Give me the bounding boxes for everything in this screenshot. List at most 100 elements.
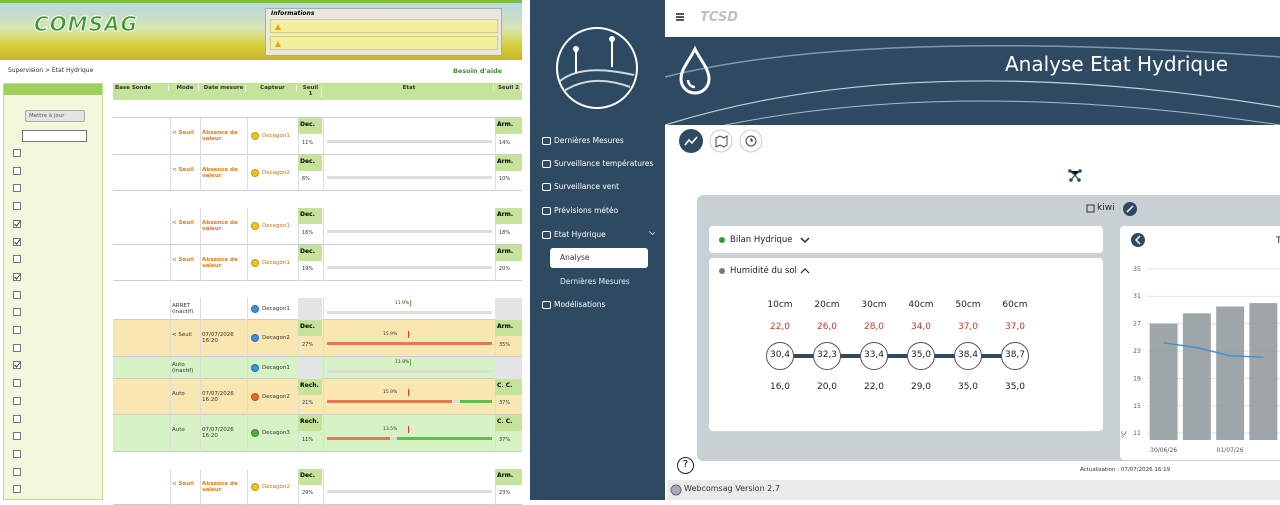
cell-border: [170, 118, 171, 155]
nav-icon: [542, 160, 551, 168]
checkbox[interactable]: [13, 379, 21, 387]
station-icons[interactable]: [1085, 201, 1145, 217]
seuil-value: 18%: [499, 230, 510, 236]
gauge-track: [327, 176, 492, 179]
date: 07/07/2026 16:20: [202, 332, 246, 344]
seuil-value: 21%: [302, 400, 313, 406]
nav-item[interactable]: Surveillance températures: [554, 159, 653, 168]
sensor: Decagon1: [262, 365, 290, 371]
check: [13, 273, 21, 281]
gauge-label: 15.9%: [383, 332, 397, 337]
bar: [1150, 324, 1178, 440]
gauge-track: [327, 140, 492, 143]
y-tick-label: 15: [1133, 403, 1141, 410]
checkbox[interactable]: [13, 450, 21, 458]
current-value: 38,4: [954, 342, 982, 370]
help-link[interactable]: Besoin d'aide: [453, 67, 502, 75]
lower-value: 22,0: [854, 382, 894, 392]
seuil-value: 27%: [302, 342, 313, 348]
checkbox[interactable]: [13, 220, 21, 228]
checkbox[interactable]: [13, 238, 21, 246]
checkbox[interactable]: [13, 291, 21, 299]
checkbox[interactable]: [13, 415, 21, 423]
seuil-head: Arm.: [495, 469, 522, 485]
checkbox[interactable]: [13, 167, 21, 175]
humidity-title[interactable]: Humidité du sol: [730, 266, 797, 276]
checkbox[interactable]: [13, 344, 21, 352]
cell-border: [247, 320, 248, 357]
bilan-title[interactable]: Bilan Hydrique: [730, 235, 793, 245]
cell-border: [200, 208, 201, 245]
lower-value: 35,0: [995, 382, 1035, 392]
depth-label: 40cm: [901, 300, 941, 310]
menu-icon[interactable]: [675, 12, 685, 22]
cell-border: [170, 298, 171, 320]
current-value: 32,3: [813, 342, 841, 370]
view-buttons[interactable]: [678, 128, 768, 154]
subnav-item[interactable]: Analyse: [560, 253, 590, 262]
mode: < Seuil: [172, 220, 199, 226]
nav-item[interactable]: Dernières Mesures: [554, 136, 624, 145]
table-header: Date mesure: [202, 85, 246, 91]
filter-input[interactable]: [22, 130, 87, 142]
seuil-head: C. C.: [495, 415, 522, 431]
subnav-item[interactable]: Dernières Mesures: [560, 277, 630, 286]
banner-title: Analyse Etat Hydrique: [1005, 52, 1228, 76]
date: Absence de valeur: [202, 481, 246, 493]
nav-item[interactable]: Surveillance vent: [554, 182, 619, 191]
nav-item[interactable]: Prévisions météo: [554, 206, 618, 215]
brand: TCSD: [700, 10, 738, 25]
nav-icon: [542, 137, 551, 145]
cell-border: [323, 118, 324, 155]
cell-border: [200, 320, 201, 357]
seuil-head: Dec.: [298, 118, 322, 134]
checkbox[interactable]: [13, 397, 21, 405]
check: [13, 238, 21, 246]
date: Absence de valeur: [202, 220, 246, 232]
chart-title: T: [1275, 236, 1280, 246]
checkbox[interactable]: [13, 308, 21, 316]
breadcrumb: Supervision > Etat Hydrique: [8, 67, 93, 74]
checkbox[interactable]: [13, 273, 21, 281]
cell-border: [247, 118, 248, 155]
checkbox[interactable]: [13, 149, 21, 157]
sensor-icon: [251, 393, 259, 401]
checkbox[interactable]: [13, 361, 21, 369]
update-button[interactable]: Mettre à jour: [25, 110, 85, 122]
cell-border: [323, 415, 324, 452]
sensor-icon: [251, 364, 259, 372]
network-icon[interactable]: [1067, 168, 1083, 182]
mode: Auto: [172, 391, 199, 397]
lower-value: 29,0: [901, 382, 941, 392]
back-button[interactable]: [1131, 233, 1145, 247]
date: 07/07/2026 16:20: [202, 427, 246, 439]
gauge-fill: [327, 400, 452, 403]
checkbox[interactable]: [13, 202, 21, 210]
seuil-head: Dec.: [298, 320, 322, 336]
nav-item[interactable]: Etat Hydrique: [554, 230, 606, 239]
current-value: 38,7: [1001, 342, 1029, 370]
lower-value: 35,0: [948, 382, 988, 392]
nav-item[interactable]: Modélisations: [554, 300, 605, 309]
nav-icon: [542, 207, 551, 215]
gauge-label: 13.5%: [383, 427, 397, 432]
sensor: Decagon2: [262, 394, 290, 400]
lower-value: 16,0: [760, 382, 800, 392]
seuil-empty: [495, 357, 522, 379]
checkbox[interactable]: [13, 255, 21, 263]
gauge-track: [327, 490, 492, 493]
checkbox[interactable]: [13, 432, 21, 440]
current-value: 35,0: [907, 342, 935, 370]
seuil-value: 11%: [302, 140, 313, 146]
checkbox[interactable]: [13, 468, 21, 476]
checkbox[interactable]: [13, 184, 21, 192]
checkbox[interactable]: [13, 485, 21, 493]
seuil-head: Dec.: [298, 208, 322, 224]
gauge-label: 11.9%: [395, 301, 409, 306]
current-value: 30,4: [766, 342, 794, 370]
upper-value: 34,0: [901, 322, 941, 332]
checkbox[interactable]: [13, 326, 21, 334]
table-header: Base Sonde: [115, 85, 169, 91]
help-button[interactable]: ?: [677, 457, 694, 474]
